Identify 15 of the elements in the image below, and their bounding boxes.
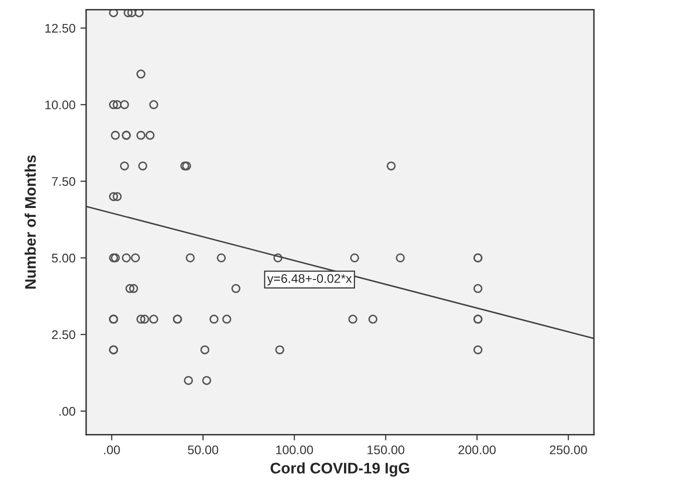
annotation: y=6.48+-0.02*x xyxy=(267,274,352,286)
x-tick-label: 250.00 xyxy=(550,445,587,454)
y-tick-label: 2.50 xyxy=(52,330,76,340)
x-tick-label: 100.00 xyxy=(276,445,313,454)
x-tick-label: .00 xyxy=(104,445,120,454)
x-tick-label: 200.00 xyxy=(458,445,496,454)
y-tick-label: 5.00 xyxy=(52,254,76,263)
y-tick-label: .00 xyxy=(59,406,76,416)
x-tick-label: 50.00 xyxy=(188,445,218,454)
y-tick-label: 12.50 xyxy=(45,24,76,33)
x-axis-title: Cord COVID-19 IgG xyxy=(270,462,410,477)
y-tick-label: 10.00 xyxy=(45,100,76,110)
y-axis-title: Number of Months xyxy=(24,155,36,289)
x-tick-label: 150.00 xyxy=(368,445,404,454)
y-tick-label: 7.50 xyxy=(52,177,76,186)
